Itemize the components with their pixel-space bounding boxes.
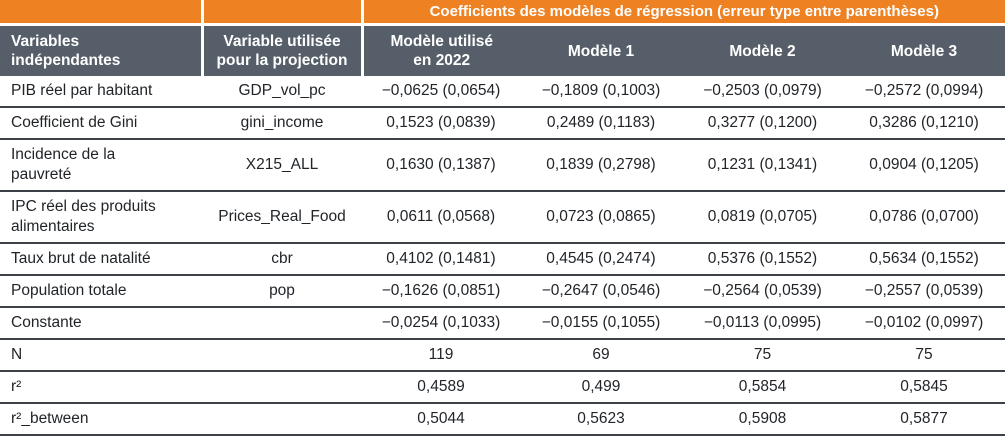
value-cell-model-2: 0,5908 <box>682 403 843 436</box>
projection-variable-cell: gini_income <box>202 107 362 140</box>
value-cell-model-2: −0,0113 (0,0995) <box>682 307 843 340</box>
value-cell-model-2022: 0,4589 <box>362 371 520 404</box>
row-label: Coefficient de Gini <box>0 107 202 140</box>
col-header-model-2: Modèle 2 <box>682 24 843 76</box>
row-label: r² <box>0 371 202 404</box>
table-row-ipc: IPC réel des produits alimentaires Price… <box>0 191 1005 244</box>
value-cell-model-1: 69 <box>520 339 682 372</box>
value-cell-model-2022: 0,4102 (0,1481) <box>362 243 520 276</box>
row-label: Taux brut de natalité <box>0 243 202 276</box>
row-label: Constante <box>0 307 202 340</box>
table-row-pib: PIB réel par habitant GDP_vol_pc −0,0625… <box>0 76 1005 108</box>
value-cell-model-1: 0,0723 (0,0865) <box>520 191 682 244</box>
row-label: Population totale <box>0 275 202 308</box>
table-row-population: Population totale pop −0,1626 (0,0851) −… <box>0 275 1005 308</box>
value-cell-model-1: −0,0155 (0,1055) <box>520 307 682 340</box>
column-header-row: Variables indépendantes Variable utilisé… <box>0 24 1005 76</box>
table-row-gini: Coefficient de Gini gini_income 0,1523 (… <box>0 107 1005 140</box>
projection-variable-cell: GDP_vol_pc <box>202 76 362 108</box>
projection-variable-cell <box>202 339 362 372</box>
value-cell-model-2: −0,2564 (0,0539) <box>682 275 843 308</box>
col-header-model-2022: Modèle utilisé en 2022 <box>362 24 520 76</box>
col-header-model-3: Modèle 3 <box>843 24 1005 76</box>
value-cell-model-3: −0,2557 (0,0539) <box>843 275 1005 308</box>
value-cell-model-1: 0,499 <box>520 371 682 404</box>
table-row-r2-between: r²_between 0,5044 0,5623 0,5908 0,5877 <box>0 403 1005 436</box>
value-cell-model-2022: 0,5044 <box>362 403 520 436</box>
banner-title: Coefficients des modèles de régression (… <box>362 0 1005 26</box>
table-row-r2: r² 0,4589 0,499 0,5854 0,5845 <box>0 371 1005 404</box>
value-cell-model-2022: 0,1630 (0,1387) <box>362 139 520 192</box>
value-cell-model-2: 0,5376 (0,1552) <box>682 243 843 276</box>
col-header-model-1: Modèle 1 <box>520 24 682 76</box>
col-header-independent-variables: Variables indépendantes <box>0 24 204 76</box>
value-cell-model-2022: −0,0625 (0,0654) <box>362 76 520 108</box>
value-cell-model-1: 0,4545 (0,2474) <box>520 243 682 276</box>
projection-variable-cell: pop <box>202 275 362 308</box>
value-cell-model-2: 0,0819 (0,0705) <box>682 191 843 244</box>
value-cell-model-3: −0,0102 (0,0997) <box>843 307 1005 340</box>
table-row-natalite: Taux brut de natalité cbr 0,4102 (0,1481… <box>0 243 1005 276</box>
projection-variable-cell <box>202 307 362 340</box>
value-cell-model-3: 0,5634 (0,1552) <box>843 243 1005 276</box>
value-cell-model-2022: 119 <box>362 339 520 372</box>
value-cell-model-1: 0,5623 <box>520 403 682 436</box>
banner-row: Coefficients des modèles de régression (… <box>0 0 1005 26</box>
table-row-pauvrete: Incidence de la pauvreté X215_ALL 0,1630… <box>0 139 1005 192</box>
value-cell-model-3: 0,5845 <box>843 371 1005 404</box>
row-label: PIB réel par habitant <box>0 76 202 108</box>
row-label: Incidence de la pauvreté <box>0 139 202 192</box>
value-cell-model-2022: −0,1626 (0,0851) <box>362 275 520 308</box>
value-cell-model-2: 0,1231 (0,1341) <box>682 139 843 192</box>
value-cell-model-2: 0,3277 (0,1200) <box>682 107 843 140</box>
value-cell-model-2: 0,5854 <box>682 371 843 404</box>
value-cell-model-2: −0,2503 (0,0979) <box>682 76 843 108</box>
value-cell-model-1: 0,2489 (0,1183) <box>520 107 682 140</box>
value-cell-model-1: −0,1809 (0,1003) <box>520 76 682 108</box>
value-cell-model-3: 0,0786 (0,0700) <box>843 191 1005 244</box>
table-row-n: N 119 69 75 75 <box>0 339 1005 372</box>
value-cell-model-3: 0,3286 (0,1210) <box>843 107 1005 140</box>
value-cell-model-2022: −0,0254 (0,1033) <box>362 307 520 340</box>
value-cell-model-2: 75 <box>682 339 843 372</box>
value-cell-model-3: 75 <box>843 339 1005 372</box>
row-label: r²_between <box>0 403 202 436</box>
banner-spacer-projection <box>202 0 364 26</box>
value-cell-model-2022: 0,1523 (0,0839) <box>362 107 520 140</box>
projection-variable-cell: X215_ALL <box>202 139 362 192</box>
row-label: N <box>0 339 202 372</box>
value-cell-model-3: −0,2572 (0,0994) <box>843 76 1005 108</box>
value-cell-model-3: 0,0904 (0,1205) <box>843 139 1005 192</box>
projection-variable-cell <box>202 403 362 436</box>
value-cell-model-3: 0,5877 <box>843 403 1005 436</box>
value-cell-model-2022: 0,0611 (0,0568) <box>362 191 520 244</box>
banner-spacer-variables <box>0 0 204 26</box>
projection-variable-cell: cbr <box>202 243 362 276</box>
value-cell-model-1: 0,1839 (0,2798) <box>520 139 682 192</box>
table-row-constante: Constante −0,0254 (0,1033) −0,0155 (0,10… <box>0 307 1005 340</box>
row-label: IPC réel des produits alimentaires <box>0 191 202 244</box>
projection-variable-cell: Prices_Real_Food <box>202 191 362 244</box>
col-header-projection-variable: Variable utilisée pour la projection <box>202 24 364 76</box>
value-cell-model-1: −0,2647 (0,0546) <box>520 275 682 308</box>
projection-variable-cell <box>202 371 362 404</box>
